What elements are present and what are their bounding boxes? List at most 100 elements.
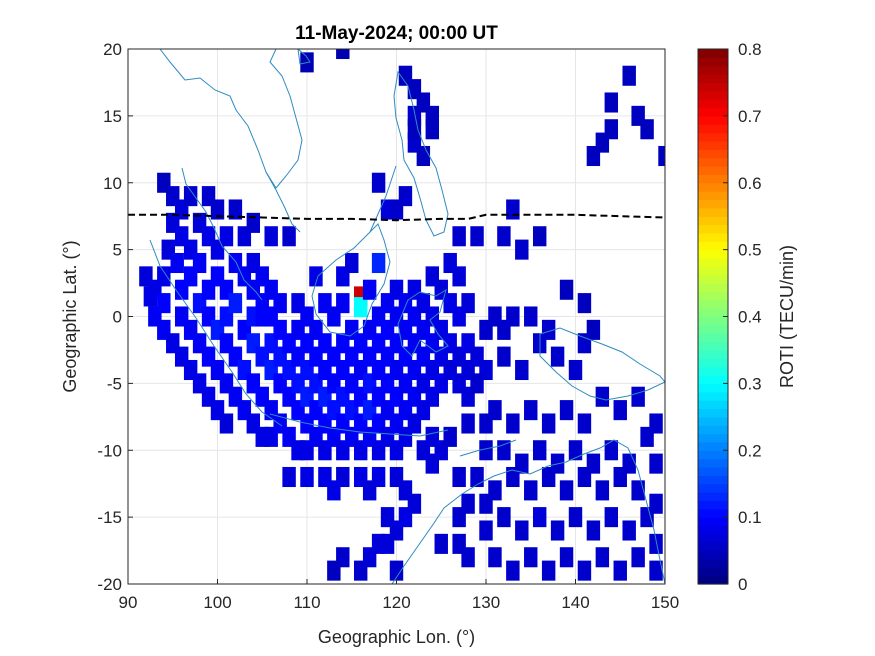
colorbar-swatch (698, 241, 728, 251)
colorbar-swatch (698, 283, 728, 293)
roti-pixel (559, 480, 574, 501)
roti-pixel (604, 92, 619, 113)
roti-pixel (389, 560, 404, 581)
colorbar-swatch (698, 408, 728, 418)
roti-pixel (443, 426, 457, 447)
roti-pixel (622, 453, 636, 474)
roti-pixel (541, 413, 556, 434)
roti-pixel (362, 480, 377, 501)
colorbar-swatch (698, 383, 728, 393)
y-tick-label: -5 (107, 374, 122, 393)
roti-pixel (219, 226, 234, 247)
roti-pixel (613, 400, 627, 421)
y-tick-label: 0 (113, 308, 122, 327)
coastline-sumatra (149, 239, 283, 427)
coastline-timor (459, 439, 517, 457)
colorbar-swatch (698, 508, 728, 518)
coastline-philippines (393, 70, 449, 237)
colorbar-swatch (698, 475, 728, 485)
colorbar-swatch (698, 74, 728, 84)
y-tick-label: -10 (97, 441, 122, 460)
roti-pixel (622, 520, 636, 541)
colorbar-swatch (698, 274, 728, 284)
colorbar-swatch (698, 308, 728, 318)
roti-pixel (541, 319, 556, 340)
roti-pixel (506, 199, 520, 220)
roti-pixel (568, 440, 583, 461)
colorbar-label: ROTI (TECU/min) (777, 245, 797, 388)
roti-pixel (345, 252, 359, 274)
colorbar-swatch (698, 358, 728, 368)
colorbar-swatch (698, 450, 728, 460)
colorbar-swatch (698, 324, 728, 334)
colorbar-swatch (698, 533, 728, 543)
roti-pixel (524, 306, 538, 327)
y-tick-label: 20 (103, 40, 122, 59)
roti-pixel (497, 226, 511, 247)
roti-pixel (515, 239, 529, 260)
roti-pixel (640, 119, 654, 140)
roti-pixel (515, 453, 529, 474)
roti-pixel (541, 560, 556, 581)
roti-pixel (649, 560, 663, 581)
x-tick-label: 100 (203, 593, 231, 612)
roti-pixel (577, 560, 592, 581)
y-axis-label: Geographic Lat. (°) (60, 240, 80, 392)
colorbar-tick-label: 0.3 (738, 374, 762, 393)
colorbar-swatch (698, 333, 728, 343)
roti-pixel (497, 346, 511, 367)
roti-pixel (300, 466, 314, 488)
colorbar-swatch (698, 550, 728, 560)
roti-pixel (595, 547, 610, 568)
colorbar-tick-label: 0.8 (738, 40, 762, 59)
colorbar-swatch (698, 366, 728, 376)
colorbar-swatch (698, 291, 728, 301)
colorbar-swatch (698, 249, 728, 259)
y-tick-label: 15 (103, 107, 122, 126)
roti-pixel (586, 319, 601, 340)
roti-pixel (479, 520, 493, 541)
x-tick-label: 150 (651, 593, 679, 612)
roti-pixel (515, 520, 529, 541)
colorbar-swatch (698, 458, 728, 468)
roti-pixel (649, 533, 663, 554)
roti-pixel (524, 400, 538, 421)
colorbar-tick-label: 0.1 (738, 508, 762, 527)
roti-pixel (219, 413, 234, 434)
roti-pixel (264, 279, 278, 300)
colorbar-swatch (698, 349, 728, 359)
roti-pixel (586, 145, 601, 167)
x-tick-label: 130 (472, 593, 500, 612)
coastline-australia (391, 439, 665, 584)
roti-pixel (568, 507, 583, 528)
coastline-java (269, 413, 449, 437)
roti-pixel (568, 359, 583, 381)
roti-pixel (649, 413, 663, 434)
coastlines (149, 49, 665, 584)
colorbar-swatch (698, 199, 728, 209)
roti-pixel (461, 293, 475, 314)
roti-pixel (434, 533, 448, 554)
colorbar-swatch (698, 107, 728, 117)
colorbar-swatch (698, 425, 728, 435)
roti-pixel (470, 346, 484, 367)
colorbar-swatch (698, 124, 728, 134)
roti-pixel (506, 413, 520, 434)
roti-pixel (595, 480, 610, 501)
roti-pixel (631, 547, 645, 568)
roti-pixel (282, 226, 296, 247)
colorbar-swatch (698, 132, 728, 142)
colorbar-tick-label: 0 (738, 575, 747, 594)
colorbar-tick-label: 0.4 (738, 308, 762, 327)
colorbar-swatch (698, 257, 728, 267)
roti-pixel (649, 493, 663, 514)
colorbar-swatch (698, 216, 728, 226)
roti-pixel (604, 507, 619, 528)
colorbar-swatch (698, 433, 728, 443)
roti-pixel (336, 49, 350, 60)
colorbar-swatch (698, 299, 728, 309)
roti-pixel (201, 186, 216, 207)
colorbar-swatch (698, 115, 728, 125)
roti-pixel (479, 413, 493, 434)
roti-pixel (416, 145, 431, 167)
